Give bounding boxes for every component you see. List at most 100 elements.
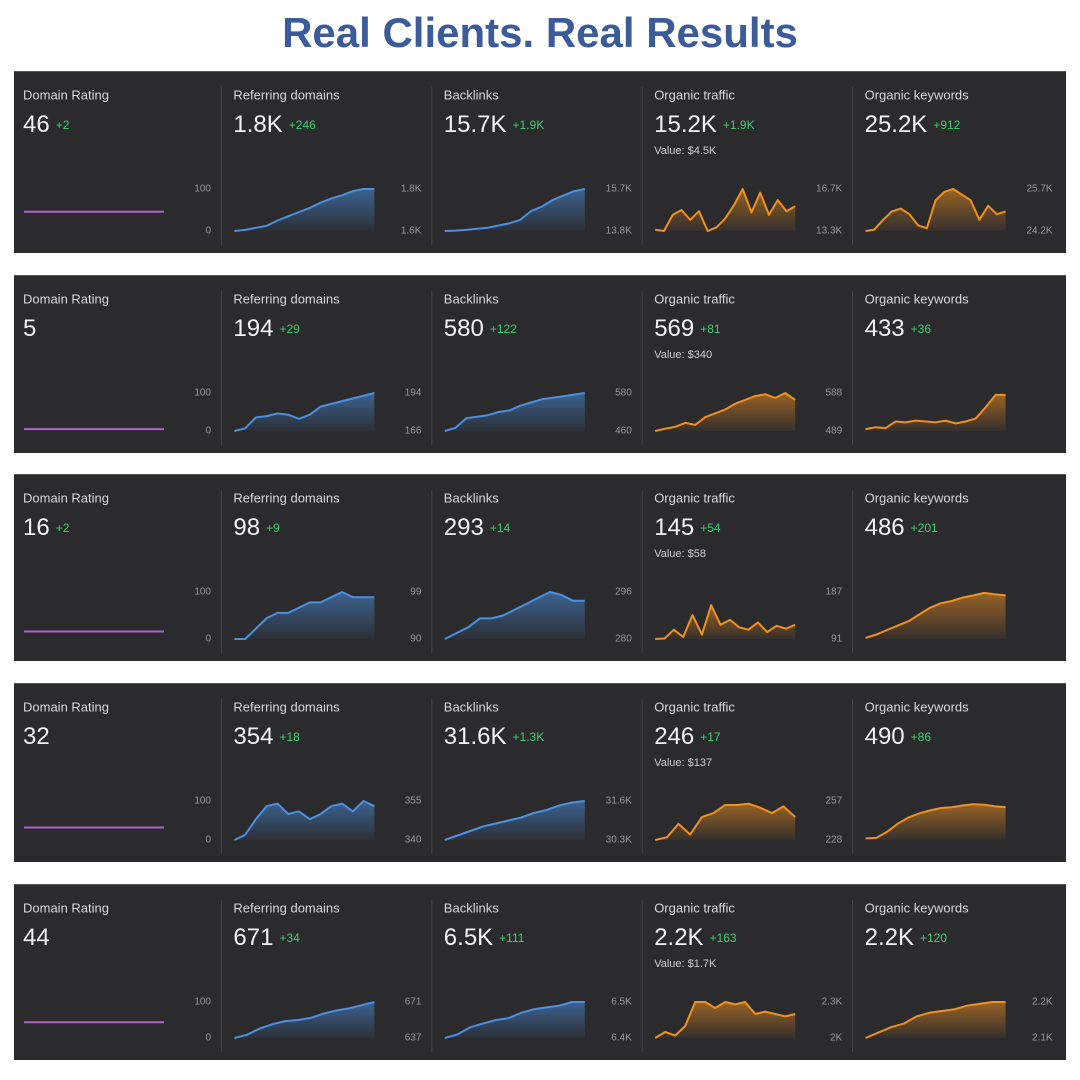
metric-change: +2 [56, 118, 70, 132]
sparkline-area [444, 189, 585, 231]
sparkline [444, 392, 585, 432]
sparkline-area [865, 189, 1006, 231]
sparkline-area [444, 801, 585, 840]
y-tick-label: 460 [615, 426, 632, 437]
y-tick-label: 13.8K [606, 226, 632, 237]
metric-change: +1.9K [723, 118, 755, 132]
metric-label: Organic keywords [865, 699, 970, 714]
metric-change: +912 [933, 118, 960, 132]
sparkline-area [444, 1002, 585, 1038]
metric-label: Organic keywords [865, 291, 970, 306]
sparkline [865, 1001, 1006, 1039]
metric-line: 6.5K +111 [444, 924, 525, 951]
y-tick-label: 637 [405, 1033, 422, 1044]
metric-line: 98 +9 [233, 514, 280, 541]
sparkline [234, 188, 375, 232]
metric-value: 5 [23, 315, 36, 342]
metric-label: Referring domains [233, 900, 340, 915]
metric-label: Organic traffic [654, 87, 735, 102]
metric-change: +34 [279, 931, 300, 945]
metric-change: +36 [911, 322, 932, 336]
metric-note: Value: $1.7K [654, 958, 717, 970]
sparkline-area [655, 605, 796, 639]
metric-value: 580 [444, 315, 484, 342]
metric-change: +18 [279, 730, 300, 744]
metric-line: 31.6K +1.3K [444, 723, 544, 750]
sparkline [654, 392, 796, 432]
metric-value: 25.2K [865, 111, 928, 138]
y-tick-label: 588 [826, 388, 843, 399]
sparkline-area [865, 1002, 1006, 1038]
sparkline-area [655, 803, 796, 840]
metric-change: +1.3K [513, 730, 545, 744]
metric-line: 15.2K +1.9K [654, 111, 754, 138]
y-tick-label: 0 [205, 426, 211, 437]
metric-value: 16 [23, 514, 50, 541]
y-tick-label: 257 [826, 796, 843, 807]
metric-change: +86 [911, 730, 932, 744]
metric-value: 246 [654, 723, 694, 750]
y-tick-label: 280 [615, 634, 632, 645]
y-tick-label: 25.7K [1026, 184, 1052, 195]
y-tick-label: 355 [405, 796, 422, 807]
sparkline [654, 802, 796, 841]
metric-value: 486 [865, 514, 905, 541]
metric-line: 671 +34 [233, 924, 300, 951]
y-tick-label: 30.3K [606, 835, 632, 846]
metric-label: Referring domains [233, 699, 340, 714]
metric-line: 1.8K +246 [233, 111, 316, 138]
y-tick-label: 13.3K [816, 226, 842, 237]
y-tick-label: 194 [405, 388, 422, 399]
y-tick-label: 31.6K [606, 796, 632, 807]
y-tick-label: 2.2K [1032, 997, 1053, 1008]
metric-label: Organic traffic [654, 291, 735, 306]
metric-label: Backlinks [444, 87, 499, 102]
metric-value: 1.8K [233, 111, 282, 138]
y-tick-label: 6.5K [611, 997, 632, 1008]
metric-line: 580 +122 [444, 315, 517, 342]
y-tick-label: 6.4K [611, 1033, 632, 1044]
y-tick-label: 2.1K [1032, 1033, 1053, 1044]
metric-line: 433 +36 [865, 315, 932, 342]
sparkline [865, 188, 1006, 232]
metric-label: Organic traffic [654, 900, 735, 915]
sparkline-area [234, 592, 375, 639]
metric-change: +122 [490, 322, 517, 336]
y-tick-label: 0 [205, 1033, 211, 1044]
sparkline-area [234, 1002, 375, 1038]
metric-label: Organic keywords [865, 490, 970, 505]
y-tick-label: 340 [405, 835, 422, 846]
sparkline [654, 1001, 796, 1039]
sparkline-area [234, 801, 375, 840]
y-tick-label: 0 [205, 634, 211, 645]
y-tick-label: 91 [831, 634, 843, 645]
metric-line: 46 +2 [23, 111, 70, 138]
metric-change: +163 [710, 931, 737, 945]
metric-line: 246 +17 [654, 723, 721, 750]
metric-value: 31.6K [444, 723, 507, 750]
metric-change: +1.9K [513, 118, 545, 132]
metric-label: Backlinks [444, 291, 499, 306]
metric-label: Backlinks [444, 900, 499, 915]
y-tick-label: 99 [410, 587, 422, 598]
metric-label: Domain Rating [23, 490, 109, 505]
y-tick-label: 100 [194, 796, 211, 807]
y-tick-label: 2.3K [822, 997, 843, 1008]
sparkline [655, 604, 796, 640]
metric-label: Domain Rating [23, 699, 109, 714]
metric-change: +14 [490, 521, 511, 535]
metric-value: 569 [654, 315, 694, 342]
metric-line: 16 +2 [23, 514, 70, 541]
metric-note: Value: $137 [654, 757, 712, 769]
metric-line: 490 +86 [865, 723, 932, 750]
y-tick-label: 0 [205, 226, 211, 237]
metric-line: 44 [23, 924, 50, 951]
metric-value: 354 [233, 723, 273, 750]
y-tick-label: 100 [194, 997, 211, 1008]
metric-value: 44 [23, 924, 50, 951]
metric-value: 6.5K [444, 924, 493, 951]
metric-label: Organic traffic [654, 490, 735, 505]
sparkline [655, 188, 796, 232]
y-tick-label: 1.8K [401, 184, 422, 195]
